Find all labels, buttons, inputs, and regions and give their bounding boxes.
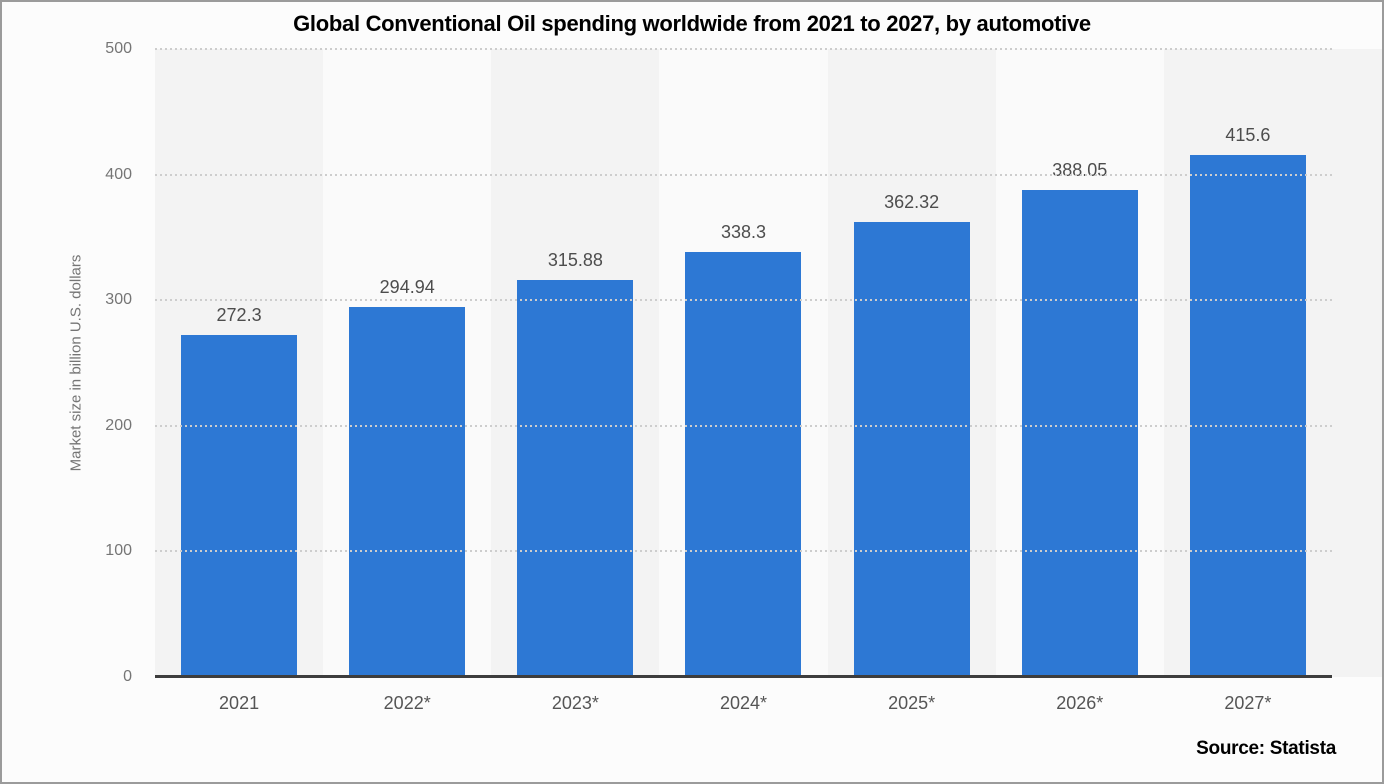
- bar-2025*: [853, 221, 970, 677]
- bar-2024*: [685, 252, 802, 677]
- bar-value-label-2023*: 315.88: [547, 250, 603, 271]
- bar-2021: [181, 335, 298, 677]
- x-axis-line: [155, 675, 1332, 678]
- bar-value-label-2025*: 362.32: [884, 191, 940, 212]
- y-tick-label-0: 0: [123, 668, 132, 685]
- plot-band-2023*: 315.88: [491, 49, 660, 677]
- plot-band-2024*: 338.3: [659, 49, 828, 677]
- source-credit: Source: Statista: [1196, 738, 1336, 759]
- plot-band-2025*: 362.32: [827, 49, 996, 677]
- plot-band-extension: [1332, 49, 1382, 677]
- chart-title: Global Conventional Oil spending worldwi…: [293, 11, 1091, 36]
- bar-2023*: [517, 280, 634, 677]
- bar-value-label-2026*: 388.05: [1052, 159, 1108, 180]
- y-tick-label-200: 200: [105, 416, 132, 434]
- x-tick-label-2022*: 2022*: [383, 693, 431, 713]
- x-axis-labels: 2021 2022* 2023* 2024* 2025* 2026* 2027*: [155, 693, 1332, 714]
- bar-2026*: [1021, 189, 1138, 677]
- plot-band-2022*: 294.94: [323, 49, 492, 677]
- x-tick-label-2023*: 2023*: [551, 693, 599, 713]
- x-tick-label-2025*: 2025*: [888, 693, 936, 713]
- y-tick-label-400: 400: [105, 165, 132, 183]
- plot-band-2027*: 415.6: [1163, 49, 1332, 677]
- x-tick-label-2027*: 2027*: [1224, 693, 1272, 713]
- bar-value-label-2021: 272.3: [216, 305, 262, 325]
- y-tick-label-300: 300: [105, 291, 132, 309]
- plot-area: 272.3 294.94 315.88 338.3 362.32 388.05 415.6: [155, 49, 1332, 677]
- bar-2027*: [1189, 155, 1306, 677]
- bar-value-label-2024*: 338.3: [720, 222, 767, 243]
- x-tick-label-2024*: 2024*: [719, 693, 768, 713]
- bar-value-label-2022*: 294.94: [379, 276, 435, 297]
- y-axis-ticks: 0 100 200 300 400 500: [40, 40, 132, 685]
- bar-2022*: [349, 306, 466, 677]
- x-tick-label-2021: 2021: [219, 693, 260, 713]
- y-tick-label-500: 500: [105, 40, 132, 57]
- x-tick-label-2026*: 2026*: [1056, 693, 1104, 713]
- plot-band-2021: 272.3: [155, 49, 324, 677]
- y-tick-label-100: 100: [105, 542, 132, 560]
- plot-band-2026*: 388.05: [995, 49, 1164, 677]
- bar-value-label-2027*: 415.6: [1225, 125, 1271, 146]
